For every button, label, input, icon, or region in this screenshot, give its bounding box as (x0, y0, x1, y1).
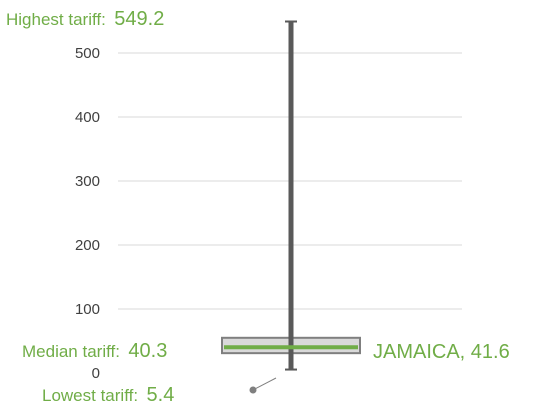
median-tariff-label: Median tariff: 40.3 (22, 340, 167, 362)
y-tick-label: 500 (75, 45, 100, 62)
y-tick-label: 200 (75, 237, 100, 254)
lowest-prefix: Lowest tariff: (42, 386, 138, 405)
y-tick-label: 400 (75, 109, 100, 126)
highest-value: 549.2 (114, 8, 164, 30)
lowest-leader-line (252, 377, 277, 391)
median-prefix: Median tariff: (22, 342, 120, 361)
highest-tariff-label: Highest tariff: 549.2 (6, 8, 164, 30)
jamaica-highlight-label: JAMAICA, 41.6 (373, 341, 510, 363)
y-tick-label: 0 (92, 365, 100, 382)
lowest-tariff-label: Lowest tariff: 5.4 (42, 384, 174, 406)
highest-prefix: Highest tariff: (6, 10, 106, 29)
y-axis-ticks: 0 100 200 300 400 500 (75, 45, 100, 382)
lowest-value: 5.4 (147, 384, 175, 406)
lowest-marker (249, 386, 257, 394)
y-tick-label: 100 (75, 301, 100, 318)
median-value: 40.3 (128, 340, 167, 362)
y-tick-label: 300 (75, 173, 100, 190)
